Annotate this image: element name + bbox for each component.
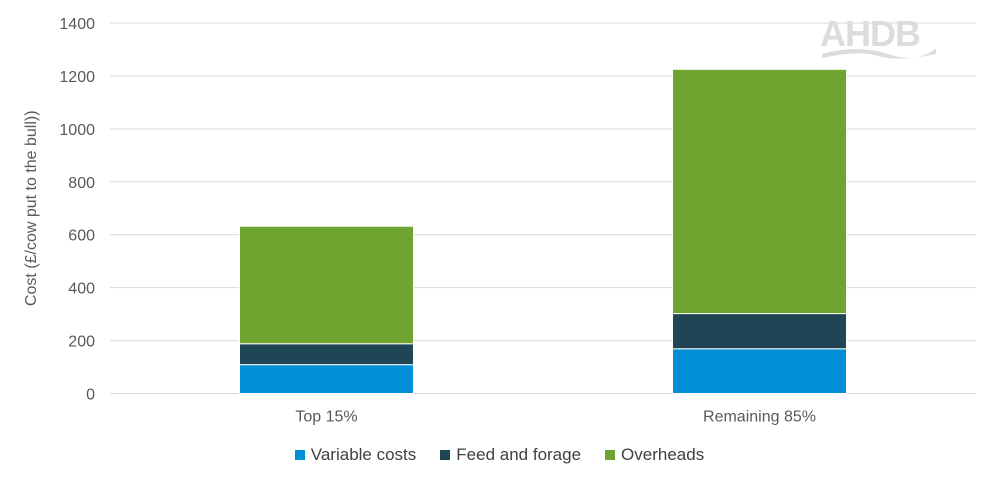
x-tick-label: Remaining 85% xyxy=(703,409,816,426)
y-tick-label: 400 xyxy=(68,281,95,298)
bar-segment-variable-costs xyxy=(239,364,414,395)
legend-item: Variable costs xyxy=(294,445,417,465)
y-axis-label: Cost (£/cow put to the bull)) xyxy=(23,110,40,306)
legend-item: Overheads xyxy=(605,445,704,465)
legend-label: Variable costs xyxy=(310,445,417,464)
y-tick-label: 600 xyxy=(68,228,95,245)
y-tick-label: 1200 xyxy=(59,69,95,86)
y-tick-label: 200 xyxy=(68,334,95,351)
legend-label: Overheads xyxy=(621,445,705,464)
bar-segment-feed-and-forage xyxy=(672,313,847,350)
bar-segment-overheads xyxy=(672,68,847,315)
legend: Variable costs Feed and forage Overheads xyxy=(0,445,999,465)
legend-label: Feed and forage xyxy=(456,445,582,464)
bar-segment-feed-and-forage xyxy=(239,343,414,366)
y-tick-label: 0 xyxy=(86,387,95,404)
legend-swatch xyxy=(440,450,451,460)
ahdb-logo: AHDB xyxy=(820,14,936,59)
legend-item: Feed and forage xyxy=(440,445,581,465)
y-tick-label: 1000 xyxy=(59,122,95,139)
bar-segment-variable-costs xyxy=(672,348,847,395)
y-tick-label: 800 xyxy=(68,175,95,192)
chart-plot: 0 200 400 600 800 1000 1200 1400 Cost (£/cow put… xyxy=(23,16,976,426)
x-tick-label: Top 15% xyxy=(295,409,357,426)
legend-swatch xyxy=(294,450,305,460)
bar-segment-overheads xyxy=(239,225,414,345)
legend-swatch xyxy=(605,450,616,460)
y-tick-label: 1400 xyxy=(59,16,95,33)
svg-text:AHDB: AHDB xyxy=(820,14,920,54)
